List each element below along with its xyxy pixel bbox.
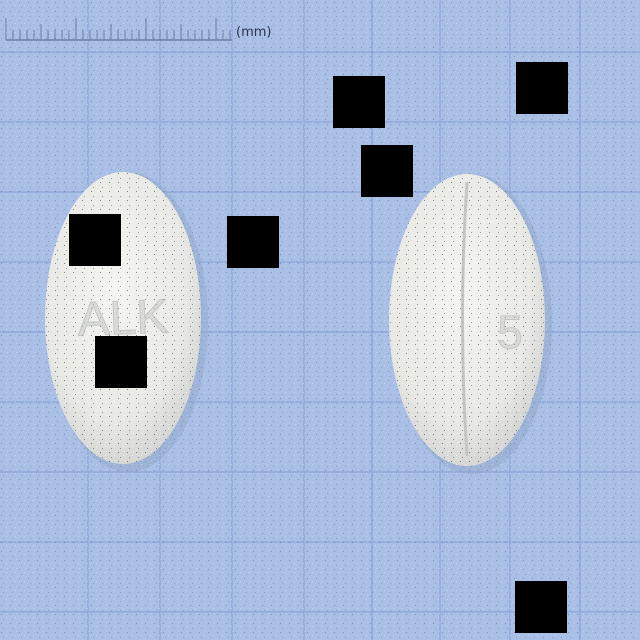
- occluder-block: [227, 216, 279, 268]
- occluder-block: [516, 62, 568, 114]
- occluder-block: [95, 336, 147, 388]
- occluder-block: [361, 145, 413, 197]
- occluder-block: [515, 581, 567, 633]
- occluder-block: [69, 214, 121, 266]
- occluder-block: [333, 76, 385, 128]
